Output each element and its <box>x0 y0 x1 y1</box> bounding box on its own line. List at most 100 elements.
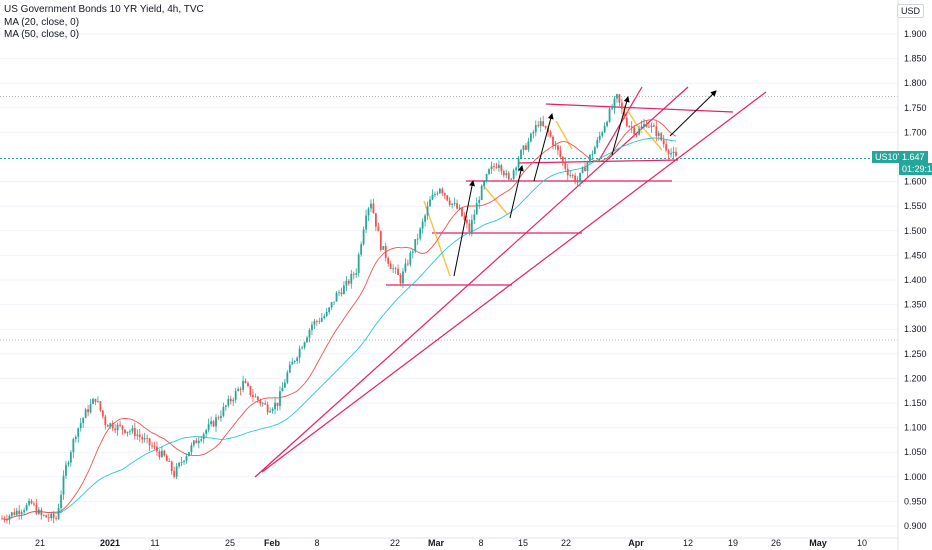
candle-body <box>259 400 262 404</box>
candle-body <box>274 402 276 410</box>
candle-body <box>453 203 456 204</box>
candle-body <box>586 162 589 172</box>
candle-body <box>141 436 144 440</box>
ma20-legend: MA (20, close, 0) <box>4 16 80 28</box>
x-tick-label: 22 <box>390 538 400 548</box>
candle-body <box>616 94 618 99</box>
candle-body <box>202 433 205 440</box>
candle-body <box>247 383 249 387</box>
candle-body <box>175 466 178 477</box>
x-tick-label: 10 <box>857 538 867 548</box>
price-grid <box>0 33 898 527</box>
candle-body <box>291 362 294 365</box>
candle-body <box>72 439 75 453</box>
candle-body <box>69 452 72 463</box>
candle-body <box>126 431 129 433</box>
candle-body <box>210 421 212 425</box>
symbol-tag: US10Y <box>872 151 907 164</box>
candle-body <box>488 169 490 175</box>
candle-body <box>114 428 117 431</box>
candle-body <box>296 357 299 361</box>
arrow-annotations[interactable] <box>453 90 717 277</box>
chart-legend: US Government Bonds 10 YR Yield, 4h, TVC… <box>4 4 204 42</box>
candle-body <box>330 302 333 308</box>
candle-body <box>254 396 257 398</box>
candle-body <box>160 450 163 457</box>
candle-body <box>443 193 446 196</box>
candle-body <box>451 203 454 205</box>
candle-body <box>87 409 89 413</box>
ma50-line <box>1 137 677 520</box>
candle-body <box>566 168 569 176</box>
candle-body <box>527 141 530 150</box>
candle-body <box>438 188 441 194</box>
candle-body <box>279 391 281 406</box>
candle-body <box>525 145 527 150</box>
arrow-annotation <box>611 96 630 156</box>
candle-body <box>266 404 269 413</box>
candle-body <box>303 342 306 348</box>
candle-body <box>89 404 92 413</box>
candle-body <box>232 399 235 402</box>
candle-body <box>84 409 87 419</box>
candle-body <box>195 440 198 444</box>
candle-body <box>384 246 387 258</box>
candle-body <box>365 215 367 230</box>
candle-body <box>338 292 340 294</box>
candle-body <box>497 165 500 168</box>
candle-body <box>256 396 259 401</box>
x-tick-label: 19 <box>728 538 738 548</box>
candle-body <box>470 219 473 233</box>
candle-body <box>67 462 70 465</box>
candle-body <box>215 417 217 427</box>
candle-body <box>217 417 220 419</box>
candle-body <box>138 434 141 437</box>
price-axis-bg <box>898 0 932 550</box>
candle-body <box>372 203 375 214</box>
x-tick-label: Feb <box>264 538 281 548</box>
candle-body <box>596 139 599 148</box>
y-tick-label: 1.100 <box>904 423 927 433</box>
y-tick-label: 1.600 <box>904 177 927 187</box>
candle-body <box>45 515 48 518</box>
candle-body <box>252 394 254 397</box>
candle-body <box>613 98 616 109</box>
candle-body <box>416 238 419 240</box>
y-tick-label: 0.900 <box>904 521 927 531</box>
candle-body <box>283 382 286 388</box>
candle-body <box>170 461 173 472</box>
candle-body <box>507 173 510 180</box>
candle-body <box>404 263 407 272</box>
candle-body <box>298 348 301 358</box>
currency-label[interactable]: USD <box>896 4 924 18</box>
candle-body <box>475 203 478 215</box>
candle-body <box>185 456 188 461</box>
candle-body <box>261 403 264 405</box>
y-tick-label: 1.150 <box>904 398 927 408</box>
candle-body <box>178 462 181 467</box>
candle-body <box>505 173 508 176</box>
candle-body <box>237 388 240 392</box>
candle-body <box>119 424 121 426</box>
candle-body <box>584 167 586 172</box>
candle-body <box>650 125 653 128</box>
candle-body <box>510 178 513 180</box>
y-tick-label: 0.950 <box>904 496 927 506</box>
trendline-drawings[interactable] <box>254 86 767 478</box>
candle-body <box>603 125 606 133</box>
price-axis[interactable]: 1.9001.8501.8001.7501.7001.6501.6001.550… <box>897 0 932 550</box>
candle-body <box>55 518 58 520</box>
x-tick-label: May <box>809 538 827 548</box>
candle-body <box>60 494 62 509</box>
candle-body <box>382 246 385 250</box>
time-axis[interactable]: 21 2021 11 25 Feb 8 22 Mar 8 15 22 Apr 12 19 26 May 10 <box>0 537 898 548</box>
candle-body <box>635 134 638 136</box>
candle-body <box>554 145 557 147</box>
y-tick-label: 1.850 <box>904 54 927 64</box>
y-tick-label: 1.400 <box>904 275 927 285</box>
candle-body <box>557 145 559 151</box>
candle-body <box>446 195 449 201</box>
candle-body <box>156 446 158 452</box>
candle-body <box>249 386 252 395</box>
